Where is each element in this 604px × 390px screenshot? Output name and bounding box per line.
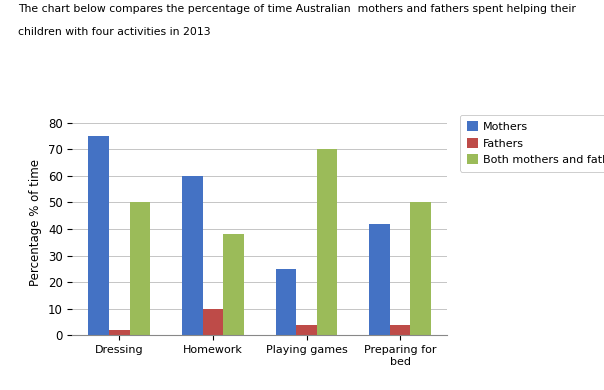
- Bar: [296, 325, 317, 335]
- Y-axis label: Percentage % of time: Percentage % of time: [30, 159, 42, 286]
- Bar: [390, 325, 411, 335]
- Text: children with four activities in 2013: children with four activities in 2013: [18, 27, 211, 37]
- Bar: [411, 202, 431, 335]
- Bar: [202, 309, 223, 335]
- Bar: [130, 202, 150, 335]
- Legend: Mothers, Fathers, Both mothers and fathers: Mothers, Fathers, Both mothers and fathe…: [460, 115, 604, 172]
- Bar: [223, 234, 244, 335]
- Bar: [182, 176, 202, 335]
- Text: The chart below compares the percentage of time Australian  mothers and fathers : The chart below compares the percentage …: [18, 4, 576, 14]
- Bar: [317, 149, 338, 335]
- Bar: [369, 223, 390, 335]
- Bar: [109, 330, 130, 335]
- Bar: [88, 136, 109, 335]
- Bar: [275, 269, 296, 335]
